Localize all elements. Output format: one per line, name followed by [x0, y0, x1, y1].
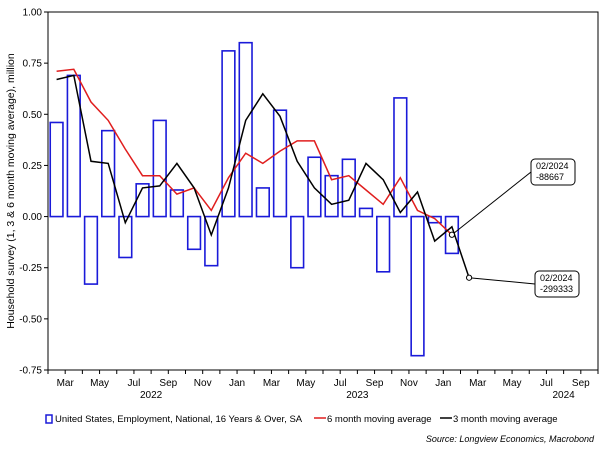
line-3m-average — [56, 74, 470, 278]
bar — [49, 121, 64, 218]
bar — [221, 50, 236, 218]
bar — [358, 207, 374, 218]
bar-series — [49, 41, 460, 357]
bar — [410, 215, 425, 357]
bar — [152, 119, 167, 218]
x-year-label: 2022 — [140, 390, 163, 401]
legend-swatch-employment — [45, 414, 53, 424]
callout-3m-marker — [465, 274, 473, 281]
callout-3m-date: 02/2024 — [540, 273, 573, 283]
legend-label-employment: United States, Employment, National, 16 … — [55, 414, 303, 425]
x-year-label: 2023 — [346, 390, 369, 401]
callout-6m-value: -88667 — [536, 172, 564, 182]
y-tick-label: -0.25 — [19, 263, 42, 274]
x-tick-label: Mar — [469, 378, 487, 389]
y-tick-label: 0.75 — [23, 59, 43, 70]
bar — [375, 215, 391, 273]
x-axis-ticks: Mar May Jul Sep Nov Jan Mar May Jul Sep Nov Jan Mar M… — [47, 370, 599, 401]
x-tick-label: May — [296, 378, 315, 389]
source-note: Source: Longview Economics, Macrobond — [426, 434, 595, 444]
x-tick-label: May — [503, 378, 522, 389]
y-tick-label: 0.50 — [23, 110, 43, 121]
x-year-label: 2024 — [553, 390, 576, 401]
bar — [272, 109, 288, 218]
x-tick-label: Sep — [159, 378, 177, 389]
bar — [169, 189, 185, 218]
callout-6m-marker — [448, 231, 456, 238]
x-tick-label: Jan — [435, 378, 451, 389]
bar — [204, 215, 219, 267]
y-tick-label: 0.00 — [23, 212, 43, 223]
y-tick-label: 0.25 — [23, 161, 43, 172]
x-tick-label: Mar — [57, 378, 75, 389]
x-tick-label: Jan — [229, 378, 245, 389]
bar — [118, 215, 133, 259]
line-series — [56, 68, 470, 278]
callout-6m-date: 02/2024 — [536, 161, 569, 171]
bar — [83, 215, 99, 285]
x-tick-label: Jul — [334, 378, 347, 389]
x-tick-label: Sep — [366, 378, 384, 389]
x-tick-label: May — [90, 378, 109, 389]
bar — [186, 215, 202, 251]
x-tick-label: Nov — [194, 378, 212, 389]
x-tick-label: Mar — [263, 378, 281, 389]
legend-label-6m: 6 month moving average — [327, 414, 432, 425]
callout-6m-leader — [451, 171, 532, 236]
bar — [341, 158, 356, 218]
bar — [238, 41, 253, 218]
callout-3m-leader — [469, 277, 536, 285]
callout-3m-box — [534, 270, 580, 298]
callout-6m-box — [530, 158, 576, 186]
x-tick-label: Nov — [400, 378, 418, 389]
x-tick-label: Sep — [572, 378, 590, 389]
y-tick-label: -0.50 — [19, 314, 42, 325]
bar — [255, 187, 271, 218]
x-tick-label: Jul — [128, 378, 141, 389]
legend: United States, Employment, National, 16 … — [45, 414, 558, 425]
x-tick-label: Jul — [540, 378, 553, 389]
legend-label-3m: 3 month moving average — [453, 414, 558, 425]
y-axis-ticks: 1.00 0.75 0.50 0.25 0.00 -0.25 -0.50 -0.75 — [19, 8, 48, 377]
bar — [100, 129, 116, 218]
y-tick-label: 1.00 — [23, 8, 43, 19]
line-6m-average — [56, 68, 453, 236]
bar — [393, 97, 408, 218]
axes — [47, 11, 599, 371]
y-axis-label: Household survey (1, 3 & 6 month moving … — [5, 53, 17, 329]
y-tick-label: -0.75 — [19, 366, 42, 377]
bar — [324, 174, 339, 218]
bar — [290, 215, 305, 269]
plot-frame — [47, 11, 599, 371]
callout-3m-value: -299333 — [540, 284, 573, 294]
